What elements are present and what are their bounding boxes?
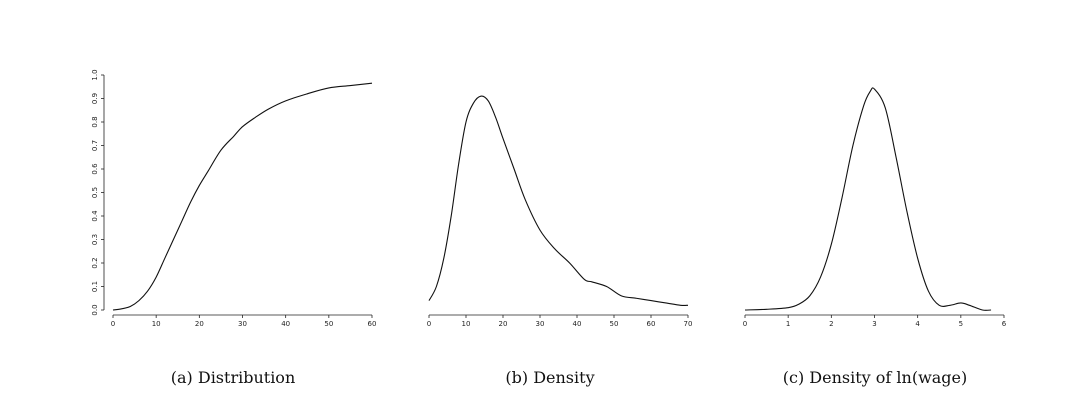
distribution-y-tick-label: 0.7 xyxy=(91,140,99,151)
distribution-x-tick-label: 40 xyxy=(281,320,290,328)
density-x-tick-label: 30 xyxy=(536,320,545,328)
log-wage-density-panel: 0 1 2 3 4 5 6 xyxy=(743,87,1007,328)
caption-ln: ln xyxy=(896,368,912,387)
caption-prefix: (c) Density of xyxy=(782,368,892,387)
distribution-y-tick-label: 0.2 xyxy=(91,257,99,268)
distribution-panel: 0 10 20 30 40 50 60 0.0 0.1 0.2 0.3 0.4 0.5 0.6 0.7 0.8… xyxy=(91,69,376,328)
distribution-y-tick-label: 0.5 xyxy=(91,187,99,198)
log-wage-density-x-tick-label: 6 xyxy=(1002,320,1007,328)
density-x-tick-label: 10 xyxy=(462,320,471,328)
density-x-tick-label: 70 xyxy=(684,320,693,328)
caption-suffix: (wage) xyxy=(911,368,968,387)
distribution-y-tick-label: 0.3 xyxy=(91,234,99,245)
distribution-y-tick-label: 0.9 xyxy=(91,93,99,104)
log-wage-density-curve xyxy=(744,87,992,311)
density-x-tick-label: 0 xyxy=(427,320,431,328)
distribution-y-tick-label: 0.0 xyxy=(91,304,99,315)
distribution-y-tick-label: 0.6 xyxy=(91,163,99,175)
distribution-x-tick-label: 30 xyxy=(238,320,247,328)
distribution-x-tick-label: 0 xyxy=(111,320,115,328)
distribution-x-tick-label: 10 xyxy=(152,320,161,328)
density-x-tick-label: 50 xyxy=(610,320,619,328)
log-wage-density-x-tick-label: 4 xyxy=(915,320,920,328)
density-x-tick-label: 40 xyxy=(573,320,582,328)
log-wage-density-x-tick-label: 3 xyxy=(872,320,876,328)
distribution-y-tick-label: 0.8 xyxy=(91,116,99,127)
log-wage-density-x-tick-label: 1 xyxy=(786,320,790,328)
distribution-curve xyxy=(112,82,373,311)
density-x-tick-label: 20 xyxy=(499,320,508,328)
distribution-x-tick-label: 50 xyxy=(324,320,333,328)
distribution-y-tick-label: 1.0 xyxy=(91,69,99,80)
caption-log-wage-density: (c) Density of ln(wage) xyxy=(725,368,1025,387)
caption-distribution: (a) Distribution xyxy=(170,368,296,387)
log-wage-density-x-tick-label: 5 xyxy=(959,320,963,328)
caption-density: (b) Density xyxy=(505,368,595,387)
distribution-x-tick-label: 60 xyxy=(368,320,377,328)
distribution-y-tick-label: 0.1 xyxy=(91,281,99,292)
density-x-tick-label: 60 xyxy=(647,320,656,328)
distribution-x-tick-label: 20 xyxy=(195,320,204,328)
log-wage-density-x-tick-label: 2 xyxy=(829,320,833,328)
density-curve xyxy=(428,95,689,307)
log-wage-density-x-tick-label: 0 xyxy=(743,320,747,328)
distribution-y-tick-label: 0.4 xyxy=(91,210,99,222)
density-panel: 0 10 20 30 40 50 60 70 xyxy=(427,95,693,328)
